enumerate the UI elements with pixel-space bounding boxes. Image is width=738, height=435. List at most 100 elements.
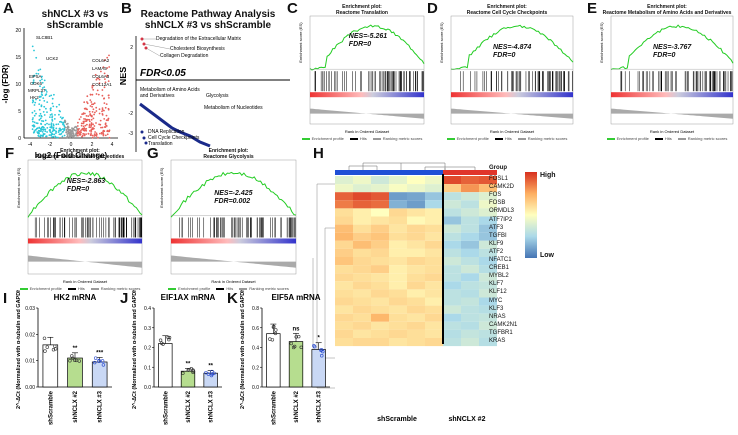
volcano-point xyxy=(61,128,64,130)
bar-ylabel: 2^-ΔCt (Normalized with α-tubulin and GA… xyxy=(132,290,138,409)
heatmap-cell xyxy=(461,313,479,322)
heatmap-cell xyxy=(335,265,353,274)
volcano-point xyxy=(77,128,80,131)
heatmap-gene-label: KLF3 xyxy=(489,305,504,312)
heatmap-cell xyxy=(371,321,389,330)
volcano-point xyxy=(52,135,55,138)
volcano-point xyxy=(60,132,63,135)
volcano-point xyxy=(49,116,51,118)
heatmap-cell xyxy=(407,329,425,338)
volcano-point xyxy=(40,123,43,125)
volcano-point xyxy=(58,113,60,116)
volcano-point xyxy=(92,108,95,111)
volcano-point xyxy=(36,131,39,133)
volcano-point xyxy=(80,122,83,125)
bar xyxy=(311,349,326,388)
bar-ytick: 0.1 xyxy=(144,365,151,371)
volcano-point xyxy=(80,124,83,127)
data-point xyxy=(271,325,276,329)
volcano-point xyxy=(63,134,66,137)
volcano-point xyxy=(100,126,102,129)
volcano-point xyxy=(37,69,40,72)
gene-label: COL6A3 xyxy=(92,74,110,79)
volcano-point xyxy=(86,123,88,126)
volcano-point xyxy=(38,129,41,132)
heatmap-cell xyxy=(407,184,425,193)
heatmap-gene-label: ATF7IP2 xyxy=(489,216,513,223)
heatmap-gene-label: MYC xyxy=(489,297,503,304)
volcano-point xyxy=(36,127,39,129)
heatmap-gene-label: KLF12 xyxy=(489,289,507,296)
volcano-point xyxy=(84,124,87,127)
heatmap-cell xyxy=(443,273,461,282)
volcano-point xyxy=(51,133,54,136)
data-point xyxy=(73,358,77,362)
heatmap-cell xyxy=(461,216,479,225)
volcano-point xyxy=(44,128,47,131)
data-point xyxy=(289,341,293,346)
data-point xyxy=(93,356,98,360)
volcano-point xyxy=(41,75,43,78)
gsea-fdr: FDR=0 xyxy=(653,52,676,59)
volcano-point xyxy=(75,129,77,132)
panel-label-e: E xyxy=(587,0,598,17)
volcano-point xyxy=(32,124,35,126)
heatmap-group-bar xyxy=(443,170,461,175)
heatmap-cell xyxy=(443,208,461,217)
volcano-point xyxy=(91,93,94,96)
volcano-point xyxy=(33,114,36,117)
volcano-point xyxy=(49,114,52,116)
heatmap-cell xyxy=(425,305,443,314)
volcano-point xyxy=(88,118,91,121)
volcano-point xyxy=(39,117,42,120)
fdr-label: FDR<0.05 xyxy=(140,68,186,79)
volcano-point xyxy=(71,130,74,133)
data-point xyxy=(166,335,170,340)
volcano-point xyxy=(51,97,54,100)
heatmap-cell xyxy=(371,289,389,298)
volcano-point xyxy=(65,129,68,131)
ranking-gradient xyxy=(310,92,424,98)
heatmap-group-bar xyxy=(353,170,371,175)
panel-label-j: J xyxy=(120,290,129,307)
bar-ytick: 0.2 xyxy=(252,365,259,371)
volcano-point xyxy=(42,111,45,113)
gsea-title-line2: Reactome Metabolism of Amino Acids and D… xyxy=(602,10,732,16)
bar-chart-eif5a: EIF5A mRNA 0.0 0.2 0.4 0.6 0.8 2^-ΔCt (Normali… xyxy=(240,290,330,425)
volcano-point xyxy=(41,131,44,133)
heatmap-cell xyxy=(461,208,479,217)
reactome-nes-plot: NES 2 -2 -3 Degradation of the Extracell… xyxy=(120,36,290,152)
volcano-point xyxy=(98,108,101,111)
heatmap-cell xyxy=(353,313,371,322)
volcano-point xyxy=(43,86,46,88)
volcano-point xyxy=(89,99,92,101)
heatmap-gene-label: CAMK2D xyxy=(489,184,515,191)
heatmap-cell xyxy=(371,248,389,257)
legend-ranking: Ranking metric scores xyxy=(249,286,289,291)
volcano-point xyxy=(31,128,34,131)
volcano-title: shNCLX #3 vs shScramble xyxy=(41,9,109,31)
bar-ylabel: 2^-ΔCt (Normalized with α-tubulin and GA… xyxy=(240,290,246,409)
heatmap-gene-label: TGFBI xyxy=(489,232,507,239)
ranking-gradient xyxy=(611,92,733,98)
volcano-point xyxy=(107,94,110,97)
volcano-point xyxy=(40,130,42,132)
volcano-ytick: 10 xyxy=(15,82,21,88)
heatmap-cell xyxy=(335,224,353,233)
bar-chart-hk2: HK2 mRNA 0.00 0.01 0.02 0.032^-ΔCt (Normaliz… xyxy=(16,290,112,425)
heatmap-gene-label: KLF7 xyxy=(489,281,504,288)
heatmap-cell xyxy=(353,192,371,201)
gsea-nes: NES=-2.425 xyxy=(214,189,253,197)
heatmap-cell xyxy=(353,321,371,330)
volcano-point xyxy=(102,66,105,68)
heatmap-cell xyxy=(335,176,353,185)
volcano-point xyxy=(104,81,107,84)
nes-term-down: Translation xyxy=(148,141,173,147)
heatmap-cell xyxy=(443,297,461,306)
volcano-point xyxy=(43,133,46,135)
gsea-xlabel: Rank in Ordered Dataset xyxy=(63,279,108,284)
volcano-point xyxy=(50,123,53,126)
heatmap-cell xyxy=(353,257,371,266)
heatmap-cell xyxy=(389,313,407,322)
bar-ytick: 0.2 xyxy=(144,346,151,352)
